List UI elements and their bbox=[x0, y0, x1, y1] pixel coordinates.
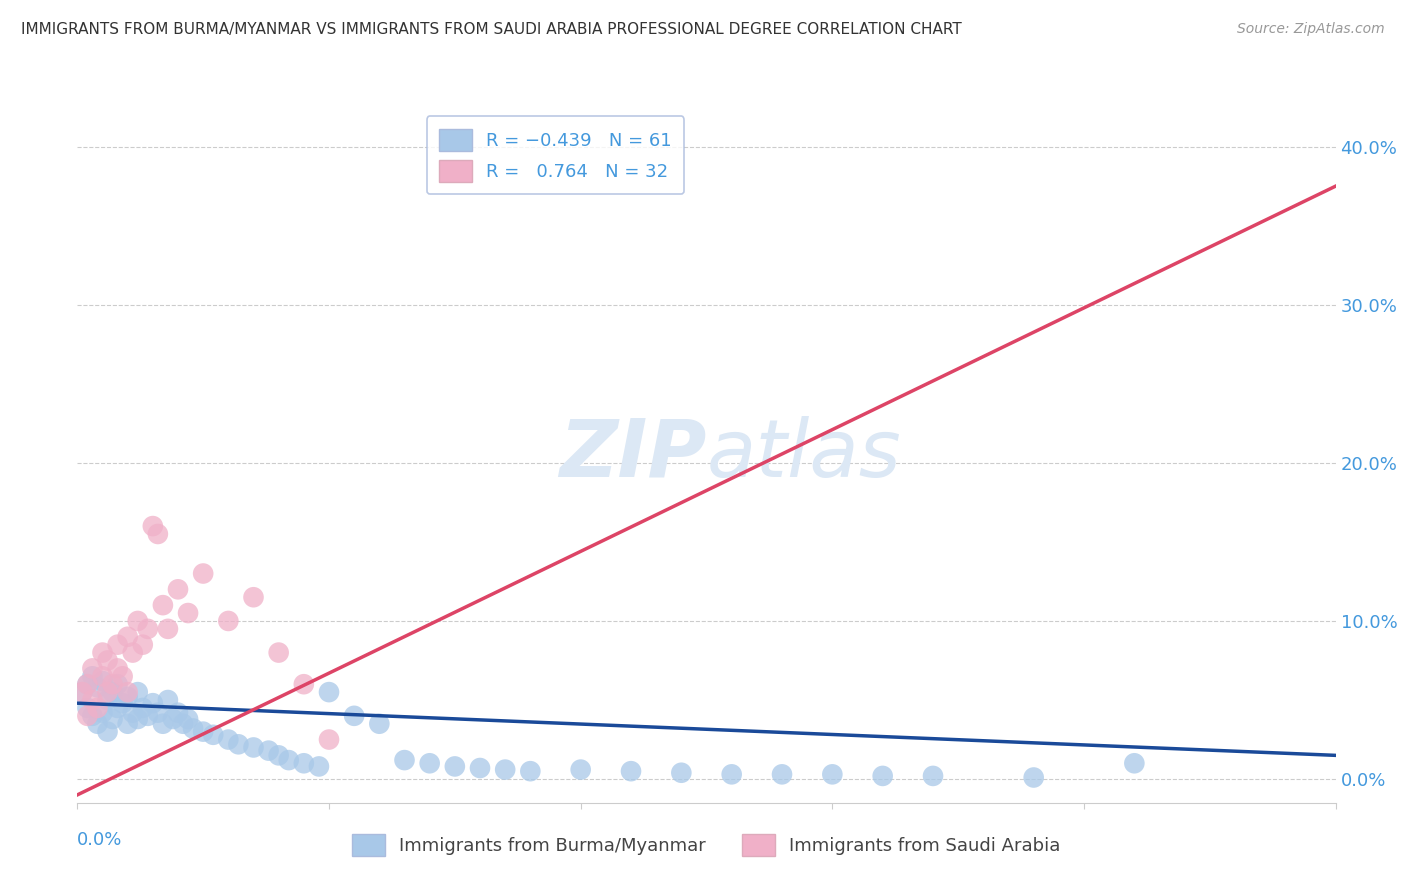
Point bbox=[1022, 771, 1045, 785]
Point bbox=[770, 767, 793, 781]
Point bbox=[217, 732, 239, 747]
Point bbox=[107, 677, 129, 691]
Point bbox=[111, 696, 134, 710]
Point bbox=[167, 582, 190, 597]
Point bbox=[107, 701, 129, 715]
Text: atlas: atlas bbox=[707, 416, 901, 494]
Point bbox=[101, 685, 124, 699]
Point bbox=[101, 712, 124, 726]
Point bbox=[107, 661, 129, 675]
Point bbox=[142, 519, 165, 533]
Point bbox=[177, 712, 200, 726]
Point bbox=[394, 753, 416, 767]
Point bbox=[519, 764, 541, 779]
Point bbox=[277, 753, 299, 767]
Point bbox=[91, 669, 114, 683]
Point bbox=[96, 685, 118, 699]
Point bbox=[444, 759, 467, 773]
Point bbox=[82, 708, 104, 723]
Point bbox=[76, 677, 98, 691]
Point bbox=[191, 566, 215, 581]
Point bbox=[86, 716, 108, 731]
Point bbox=[142, 696, 165, 710]
Point bbox=[121, 646, 143, 660]
Point bbox=[91, 674, 114, 689]
Text: 0.0%: 0.0% bbox=[77, 830, 122, 848]
Point bbox=[242, 591, 264, 605]
Point bbox=[620, 764, 643, 779]
Point bbox=[127, 712, 149, 726]
Point bbox=[242, 740, 264, 755]
Point bbox=[152, 716, 174, 731]
Point bbox=[72, 685, 94, 699]
Point bbox=[76, 677, 98, 691]
Point bbox=[82, 661, 104, 675]
Point bbox=[191, 724, 215, 739]
Point bbox=[132, 701, 155, 715]
Point bbox=[117, 685, 139, 699]
Point bbox=[419, 756, 441, 771]
Point bbox=[872, 769, 894, 783]
Point bbox=[267, 646, 290, 660]
Point bbox=[107, 638, 129, 652]
Point bbox=[217, 614, 239, 628]
Point bbox=[96, 693, 118, 707]
Point bbox=[922, 769, 945, 783]
Point bbox=[136, 708, 159, 723]
Point bbox=[308, 759, 330, 773]
Point bbox=[127, 685, 149, 699]
Point bbox=[117, 716, 139, 731]
Point bbox=[82, 669, 104, 683]
Point bbox=[91, 646, 114, 660]
Point bbox=[156, 622, 179, 636]
Point bbox=[177, 606, 200, 620]
Point bbox=[96, 653, 118, 667]
Point bbox=[172, 716, 194, 731]
Point bbox=[821, 767, 844, 781]
Point bbox=[91, 706, 114, 720]
Point bbox=[292, 677, 315, 691]
Point bbox=[569, 763, 592, 777]
Point bbox=[318, 732, 340, 747]
Point bbox=[121, 706, 143, 720]
Point bbox=[257, 744, 280, 758]
Point bbox=[136, 622, 159, 636]
Point bbox=[146, 527, 169, 541]
Point bbox=[162, 712, 184, 726]
Point bbox=[101, 677, 124, 691]
Point bbox=[86, 701, 108, 715]
Point bbox=[494, 763, 516, 777]
Point bbox=[127, 614, 149, 628]
Point bbox=[72, 685, 94, 699]
Point bbox=[720, 767, 742, 781]
Point bbox=[368, 716, 391, 731]
Point bbox=[167, 706, 190, 720]
Point bbox=[267, 748, 290, 763]
Point bbox=[152, 598, 174, 612]
Point bbox=[1123, 756, 1146, 771]
Point bbox=[228, 737, 250, 751]
Legend: Immigrants from Burma/Myanmar, Immigrants from Saudi Arabia: Immigrants from Burma/Myanmar, Immigrant… bbox=[346, 827, 1067, 863]
Point bbox=[318, 685, 340, 699]
Point bbox=[181, 722, 204, 736]
Point bbox=[132, 638, 155, 652]
Point bbox=[82, 693, 104, 707]
Point bbox=[671, 765, 693, 780]
Point bbox=[86, 681, 108, 695]
Point bbox=[117, 690, 139, 704]
Point bbox=[146, 706, 169, 720]
Point bbox=[111, 669, 134, 683]
Point bbox=[468, 761, 491, 775]
Point bbox=[343, 708, 366, 723]
Point bbox=[202, 728, 225, 742]
Point bbox=[76, 708, 98, 723]
Text: Source: ZipAtlas.com: Source: ZipAtlas.com bbox=[1237, 22, 1385, 37]
Point bbox=[96, 724, 118, 739]
Point bbox=[76, 701, 98, 715]
Point bbox=[156, 693, 179, 707]
Point bbox=[292, 756, 315, 771]
Text: IMMIGRANTS FROM BURMA/MYANMAR VS IMMIGRANTS FROM SAUDI ARABIA PROFESSIONAL DEGRE: IMMIGRANTS FROM BURMA/MYANMAR VS IMMIGRA… bbox=[21, 22, 962, 37]
Text: ZIP: ZIP bbox=[560, 416, 707, 494]
Point bbox=[117, 630, 139, 644]
